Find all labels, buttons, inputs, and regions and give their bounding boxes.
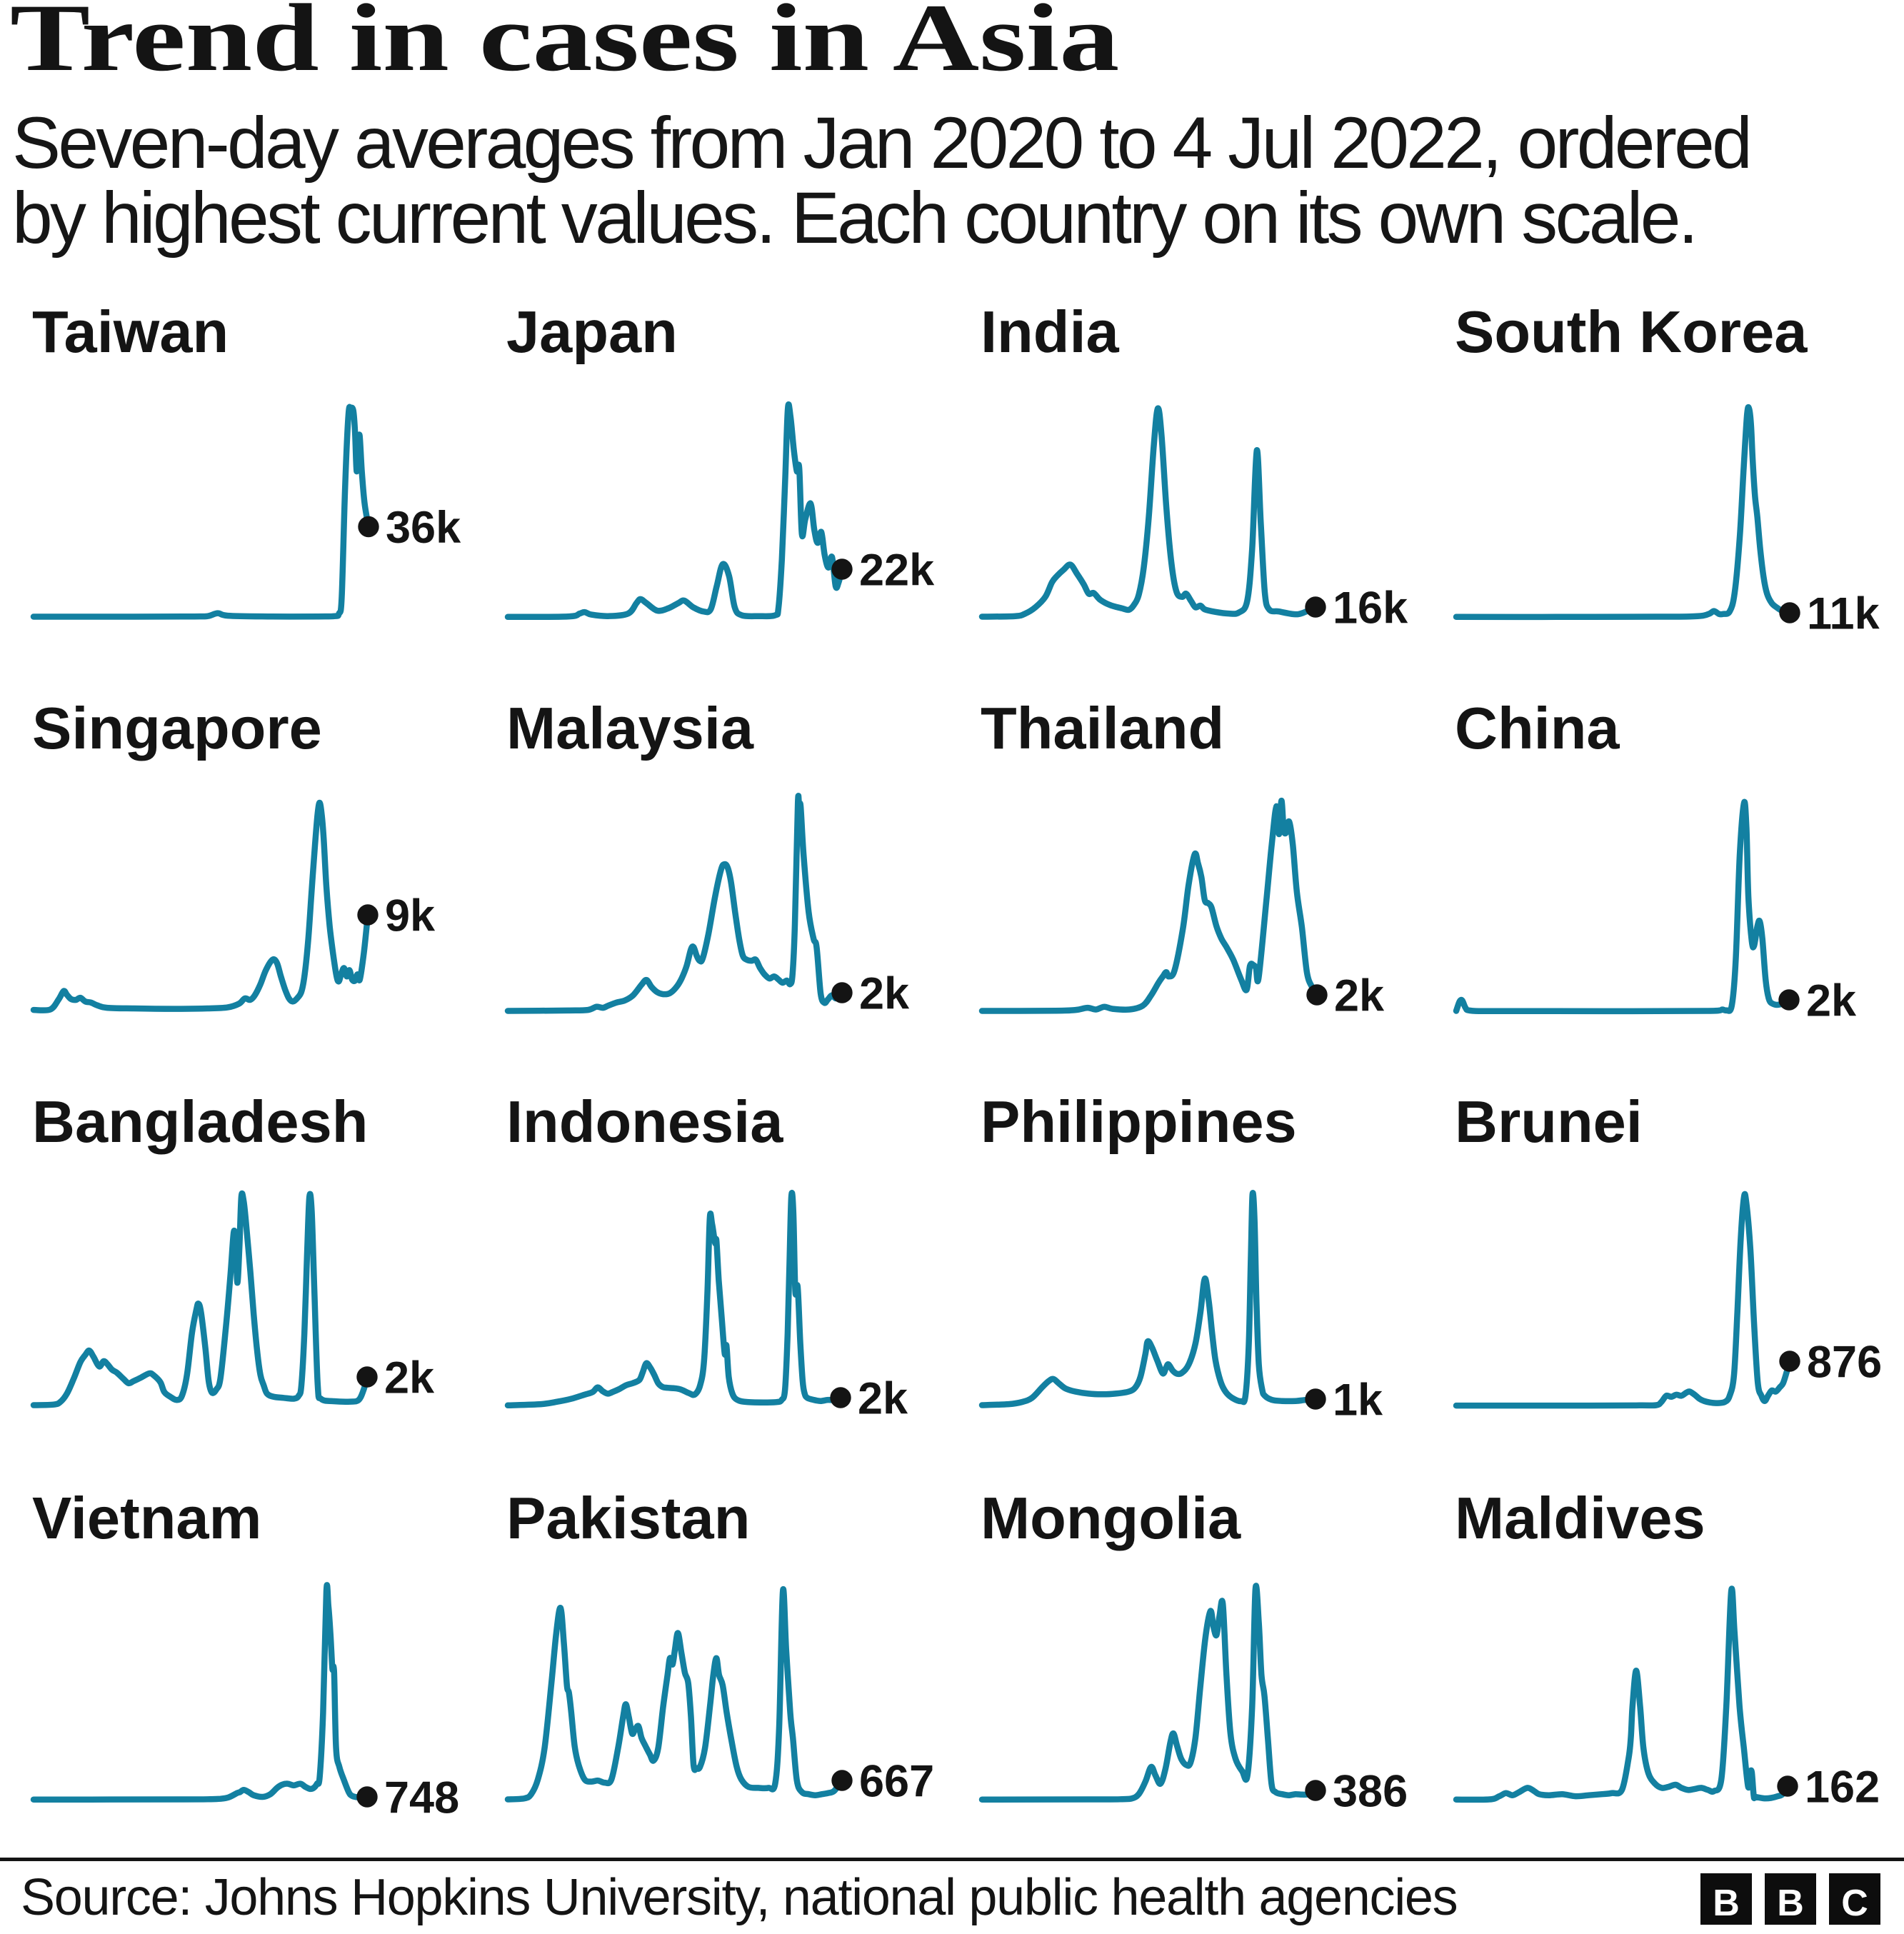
svg-text:2k: 2k [1806,976,1857,1026]
svg-text:876: 876 [1807,1338,1882,1388]
svg-text:Maldives: Maldives [1455,1485,1705,1551]
svg-text:B: B [1777,1883,1804,1924]
svg-text:C: C [1841,1883,1868,1924]
svg-text:36k: 36k [386,503,461,553]
svg-text:16k: 16k [1333,583,1408,633]
svg-text:2k: 2k [859,969,910,1019]
svg-text:Bangladesh: Bangladesh [32,1088,368,1155]
svg-text:Mongolia: Mongolia [981,1485,1241,1551]
svg-text:2k: 2k [858,1374,908,1424]
svg-text:China: China [1455,695,1620,761]
svg-text:Brunei: Brunei [1455,1088,1643,1155]
svg-text:Indonesia: Indonesia [506,1088,783,1155]
svg-text:Philippines: Philippines [981,1088,1297,1155]
svg-text:9k: 9k [385,891,436,941]
svg-text:B: B [1713,1883,1740,1924]
svg-text:Vietnam: Vietnam [32,1485,261,1551]
svg-text:748: 748 [384,1773,459,1823]
svg-text:Singapore: Singapore [32,695,322,761]
svg-text:Source: Johns Hopkins Universi: Source: Johns Hopkins University, nation… [21,1869,1457,1926]
svg-text:Taiwan: Taiwan [32,299,229,365]
svg-text:Seven-day averages from Jan 20: Seven-day averages from Jan 2020 to 4 Ju… [12,102,1750,184]
svg-text:Japan: Japan [506,299,678,365]
svg-text:22k: 22k [859,546,935,596]
svg-text:2k: 2k [384,1353,435,1403]
svg-text:2k: 2k [1334,971,1385,1021]
svg-text:Trend in cases in Asia: Trend in cases in Asia [10,0,1119,91]
svg-text:Pakistan: Pakistan [506,1485,750,1551]
svg-text:by highest current values. Eac: by highest current values. Each country … [12,177,1695,259]
svg-text:Thailand: Thailand [981,695,1224,761]
svg-text:1k: 1k [1333,1376,1383,1426]
svg-text:11k: 11k [1807,589,1880,639]
svg-text:162: 162 [1805,1763,1880,1813]
svg-text:386: 386 [1333,1767,1408,1817]
svg-text:Malaysia: Malaysia [506,695,754,761]
svg-text:India: India [981,299,1120,365]
svg-text:667: 667 [859,1757,934,1807]
svg-text:South Korea: South Korea [1455,299,1808,365]
